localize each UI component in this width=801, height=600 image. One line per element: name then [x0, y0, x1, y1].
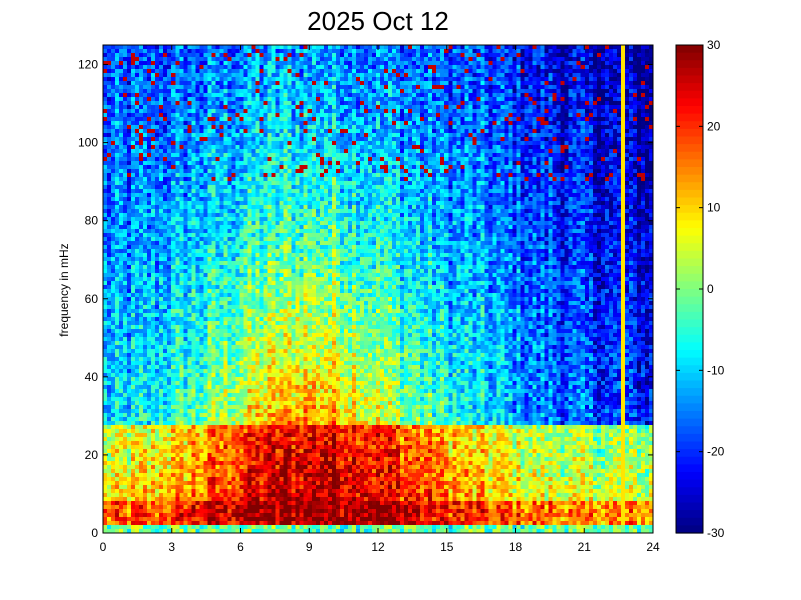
colorbar-swatch — [676, 235, 703, 244]
colorbar-swatch — [676, 433, 703, 443]
x-tick-label: 21 — [578, 540, 592, 554]
colorbar-swatch — [676, 266, 703, 275]
colorbar-swatch — [676, 174, 703, 183]
colorbar-swatch — [676, 144, 703, 153]
colorbar-swatch — [676, 342, 703, 351]
colorbar-swatch — [676, 106, 703, 115]
colorbar-swatch — [676, 517, 703, 526]
colorbar-swatch — [676, 372, 703, 382]
colorbar-swatch — [676, 189, 703, 199]
y-tick-label: 20 — [85, 448, 99, 462]
colorbar-swatch — [676, 228, 703, 237]
colorbar: 30 20 10 0 -10 -20 -30 — [675, 38, 725, 540]
x-tick-label: 24 — [646, 540, 660, 554]
colorbar-swatch — [676, 220, 703, 229]
colorbar-swatch — [676, 327, 703, 336]
colorbar-swatch — [676, 350, 703, 359]
colorbar-swatch — [676, 426, 703, 435]
colorbar-swatch — [676, 395, 703, 404]
colorbar-swatch — [676, 205, 703, 214]
y-tick-label: 60 — [85, 292, 99, 306]
colorbar-swatch — [676, 113, 703, 122]
colorbar-swatch — [676, 365, 703, 374]
colorbar-swatch — [676, 411, 703, 420]
colorbar-swatch — [676, 159, 703, 168]
colorbar-swatch — [676, 281, 703, 290]
colorbar-swatch — [676, 250, 703, 260]
colorbar-swatch — [676, 75, 703, 84]
colorbar-swatch — [676, 121, 703, 130]
colorbar-swatch — [676, 494, 703, 504]
colorbar-tick-label: -20 — [707, 445, 725, 459]
colorbar-swatch — [676, 380, 703, 389]
y-tick-label: 80 — [85, 214, 99, 228]
colorbar-swatch — [676, 464, 703, 473]
colorbar-swatch — [676, 388, 703, 397]
colorbar-swatch — [676, 128, 703, 138]
colorbar-swatch — [676, 90, 703, 99]
colorbar-swatch — [676, 60, 703, 69]
colorbar-swatch — [676, 479, 703, 488]
colorbar-swatch — [676, 449, 703, 458]
y-tick-label: 40 — [85, 370, 99, 384]
colorbar-swatch — [676, 487, 703, 496]
colorbar-swatch — [676, 502, 703, 511]
colorbar-tick-label: 20 — [707, 119, 721, 133]
colorbar-swatch — [676, 311, 703, 321]
heatmap-plot-area — [103, 45, 653, 533]
x-tick-label: 15 — [440, 540, 454, 554]
colorbar-tick-label: -30 — [707, 526, 725, 540]
colorbar-swatch — [676, 289, 703, 298]
colorbar-swatch — [676, 441, 703, 450]
colorbar-swatch — [676, 52, 703, 61]
colorbar-swatch — [676, 525, 703, 534]
colorbar-swatch — [676, 456, 703, 465]
colorbar-swatch — [676, 472, 703, 481]
y-axis-label: frequency in mHz — [57, 243, 71, 336]
x-tick-label: 12 — [371, 540, 385, 554]
colorbar-swatch — [676, 258, 703, 267]
colorbar-swatch — [676, 167, 703, 176]
colorbar-swatch — [676, 197, 703, 206]
colorbar-tick-label: 30 — [707, 38, 721, 52]
y-tick-label: 120 — [78, 58, 98, 72]
colorbar-swatch — [676, 319, 703, 328]
colorbar-swatch — [676, 182, 703, 191]
colorbar-swatch — [676, 212, 703, 221]
colorbar-swatch — [676, 418, 703, 427]
y-tick-label: 100 — [78, 136, 98, 150]
colorbar-tick-label: 10 — [707, 201, 721, 215]
colorbar-swatch — [676, 98, 703, 107]
chart-title: 2025 Oct 12 — [307, 6, 449, 36]
colorbar-swatch — [676, 67, 703, 77]
colorbar-swatch — [676, 296, 703, 305]
colorbar-swatch — [676, 510, 703, 519]
axes: 0 3 6 9 12 15 18 21 24 0 20 40 60 80 100 120 — [78, 44, 660, 554]
x-tick-label: 0 — [100, 540, 107, 554]
x-tick-label: 9 — [306, 540, 313, 554]
colorbar-swatch — [676, 334, 703, 343]
x-tick-label: 3 — [168, 540, 175, 554]
heatmap-image — [103, 45, 653, 533]
colorbar-swatch — [676, 45, 703, 54]
colorbar-tick-label: -10 — [707, 363, 725, 377]
colorbar-swatch — [676, 273, 703, 282]
colorbar-swatch — [676, 243, 703, 252]
colorbar-swatch — [676, 304, 703, 313]
colorbar-swatch — [676, 357, 703, 366]
y-tick-label: 0 — [91, 526, 98, 540]
colorbar-swatch — [676, 403, 703, 412]
colorbar-swatch — [676, 83, 703, 92]
colorbar-swatch — [676, 136, 703, 145]
colorbar-swatch — [676, 151, 703, 160]
colorbar-tick-label: 0 — [707, 282, 714, 296]
x-tick-label: 18 — [509, 540, 523, 554]
x-tick-label: 6 — [237, 540, 244, 554]
